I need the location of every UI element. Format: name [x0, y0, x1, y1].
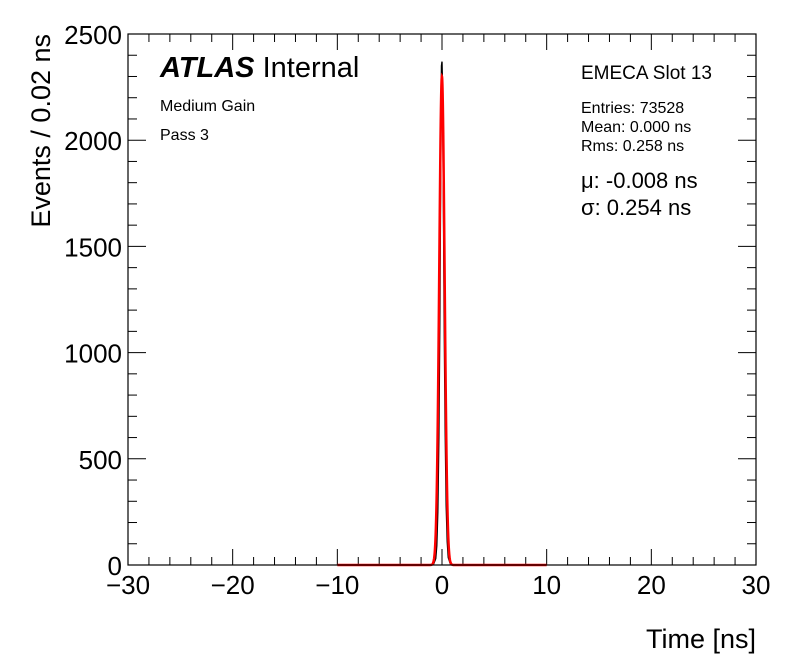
entries-stat: Entries: 73528: [581, 100, 685, 117]
pass-label: Pass 3: [160, 127, 209, 144]
fit-sigma-label: σ: 0.254 ns: [581, 195, 692, 220]
y-tick-label: 2500: [64, 20, 122, 50]
slot-label: EMECA Slot 13: [581, 63, 712, 84]
y-tick-label: 2000: [64, 126, 122, 156]
x-tick-label: 20: [637, 570, 666, 600]
mean-stat: Mean: 0.000 ns: [581, 119, 692, 136]
x-tick-label: 10: [532, 570, 561, 600]
plot-frame: [127, 33, 757, 566]
atlas-label: ATLAS Internal: [160, 52, 359, 85]
histogram-series: [431, 61, 453, 566]
atlas-word: ATLAS: [160, 52, 255, 84]
x-tick-label: −30: [106, 570, 150, 600]
y-tick-label: 1500: [64, 232, 122, 262]
fit-mu-label: μ: -0.008 ns: [581, 168, 698, 193]
y-tick-label: 0: [108, 551, 122, 581]
atlas-internal: Internal: [262, 52, 360, 84]
tick-labels: −30 −20 −10 0 10 20 30 0 500 1000 1500 2000 2500: [64, 20, 770, 600]
gain-label: Medium Gain: [160, 98, 256, 115]
gaussian-fit-series: [337, 72, 547, 567]
y-axis-label: Events / 0.02 ns: [26, 34, 56, 228]
x-axis-label: Time [ns]: [646, 624, 756, 654]
x-tick-label: 30: [742, 570, 771, 600]
y-tick-label: 1000: [64, 339, 122, 369]
x-tick-label: 0: [435, 570, 449, 600]
x-tick-label: −10: [315, 570, 359, 600]
rms-stat: Rms: 0.258 ns: [581, 138, 685, 155]
y-tick-label: 500: [79, 445, 122, 475]
x-tick-label: −20: [211, 570, 255, 600]
chart-data-layer: [337, 61, 547, 567]
